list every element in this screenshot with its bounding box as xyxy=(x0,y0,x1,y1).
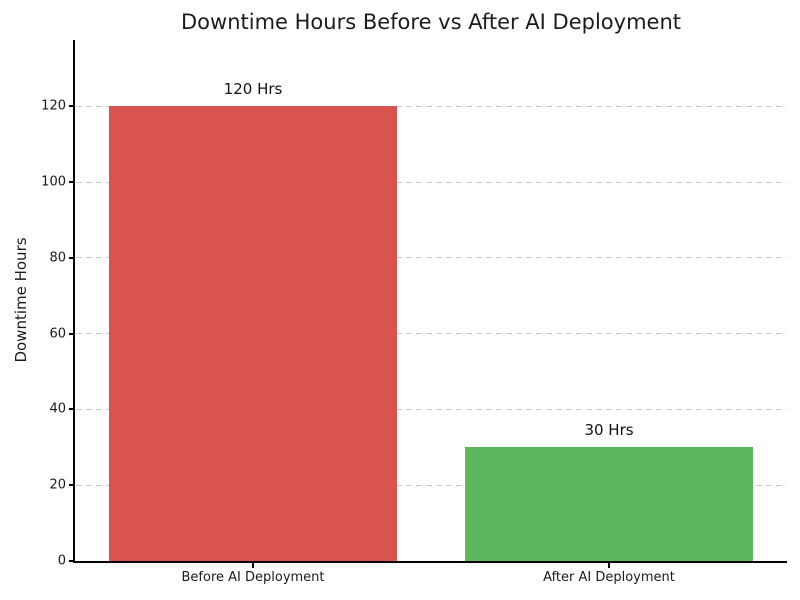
gridline xyxy=(76,257,787,259)
y-tick-mark xyxy=(69,560,75,562)
y-tick-mark xyxy=(69,256,75,259)
y-tick-label: 0 xyxy=(57,553,66,569)
gridline xyxy=(76,105,787,107)
bar xyxy=(464,447,754,561)
plot-area: 120 Hrs 30 Hrs xyxy=(73,40,787,563)
chart-title: Downtime Hours Before vs After AI Deploy… xyxy=(181,10,681,34)
y-tick-label: 120 xyxy=(41,98,66,114)
gridline xyxy=(76,408,787,410)
x-tick-label: Before AI Deployment xyxy=(181,570,325,585)
gridline xyxy=(76,181,787,183)
y-tick-label: 80 xyxy=(49,250,66,266)
y-tick-mark xyxy=(69,332,75,335)
y-axis-spine xyxy=(73,40,75,563)
x-tick-mark xyxy=(252,563,254,568)
y-tick-label: 20 xyxy=(49,477,66,493)
y-tick-label: 40 xyxy=(49,401,66,417)
x-axis-spine xyxy=(73,561,787,563)
y-tick-mark xyxy=(69,408,75,411)
y-tick-label: 100 xyxy=(41,174,66,190)
x-tick-mark xyxy=(608,563,610,568)
bar-value-label: 120 Hrs xyxy=(223,80,283,99)
y-tick-mark xyxy=(69,484,75,487)
bar-value-label: 30 Hrs xyxy=(584,421,634,440)
x-tick-label: After AI Deployment xyxy=(543,570,675,585)
y-tick-mark xyxy=(69,105,75,108)
y-tick-mark xyxy=(69,181,75,184)
gridline xyxy=(76,333,787,335)
bar xyxy=(108,106,398,561)
gridline xyxy=(76,484,787,486)
y-tick-label: 60 xyxy=(49,326,66,342)
